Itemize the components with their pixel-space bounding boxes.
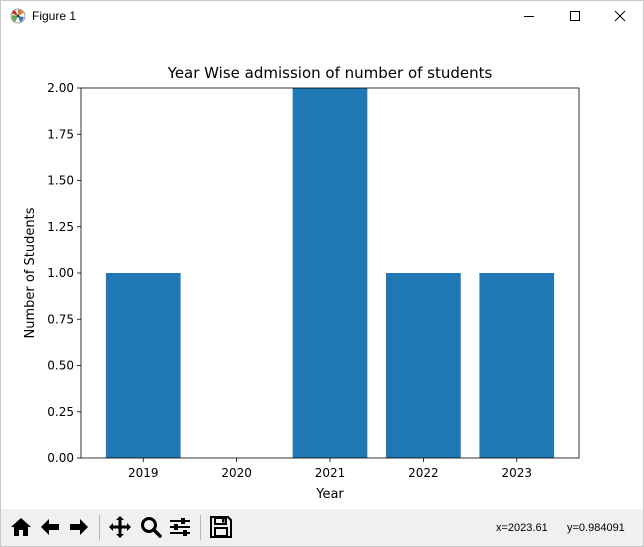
x-coordinate-readout: x=2023.61: [496, 522, 548, 534]
y-tick-label: 1.00: [47, 266, 74, 280]
y-tick-label: 1.50: [47, 174, 74, 188]
close-icon: [614, 10, 626, 22]
maximize-button[interactable]: [552, 1, 598, 31]
x-axis-label: Year: [315, 487, 344, 502]
close-button[interactable]: [597, 1, 643, 31]
configure-subplots-icon: [170, 518, 190, 536]
home-button[interactable]: [7, 513, 35, 541]
back-button[interactable]: [36, 513, 64, 541]
bar-2022: [386, 273, 461, 458]
title-bar[interactable]: Figure 1: [1, 1, 643, 31]
y-tick-label: 1.25: [47, 220, 74, 234]
zoom-button[interactable]: [137, 513, 165, 541]
y-axis-label: Number of Students: [23, 207, 38, 338]
y-tick-label: 2.00: [47, 81, 74, 95]
x-tick-label: 2023: [501, 466, 532, 480]
chart-title: Year Wise admission of number of student…: [167, 64, 493, 82]
maximize-icon: [570, 11, 580, 21]
save-button[interactable]: [207, 513, 235, 541]
window-title: Figure 1: [32, 9, 77, 23]
y-tick-label: 0.00: [47, 451, 74, 465]
bar-2023: [479, 273, 555, 458]
x-tick-label: 2022: [408, 466, 439, 480]
pan-icon: [109, 516, 131, 538]
forward-button[interactable]: [65, 513, 93, 541]
minimize-button[interactable]: [506, 1, 552, 31]
x-tick-label: 2021: [315, 466, 346, 480]
y-tick-label: 0.25: [47, 405, 74, 419]
save-icon: [210, 516, 232, 538]
bar-2019: [105, 273, 181, 458]
y-coordinate-readout: y=0.984091: [567, 522, 625, 534]
navigation-toolbar: x=2023.61 y=0.984091: [1, 509, 643, 546]
axes-frame: [80, 87, 580, 459]
toolbar-separator: [200, 515, 201, 540]
home-icon: [11, 518, 31, 536]
bar-2021: [292, 88, 368, 458]
x-tick-label: 2019: [128, 466, 159, 480]
plot-canvas[interactable]: Year Wise admission of number of student…: [1, 31, 643, 509]
bar-chart: Year Wise admission of number of student…: [23, 64, 580, 502]
forward-arrow-icon: [70, 519, 88, 535]
y-tick-label: 1.75: [47, 127, 74, 141]
pan-button[interactable]: [106, 513, 134, 541]
zoom-icon: [141, 517, 162, 538]
configure-subplots-button[interactable]: [166, 513, 194, 541]
y-tick-label: 0.75: [47, 312, 74, 326]
toolbar-separator: [99, 515, 100, 540]
back-arrow-icon: [41, 519, 59, 535]
x-tick-label: 2020: [221, 466, 252, 480]
minimize-icon: [524, 16, 534, 17]
y-tick-label: 0.50: [47, 359, 74, 373]
matplotlib-logo-icon: [10, 8, 26, 24]
